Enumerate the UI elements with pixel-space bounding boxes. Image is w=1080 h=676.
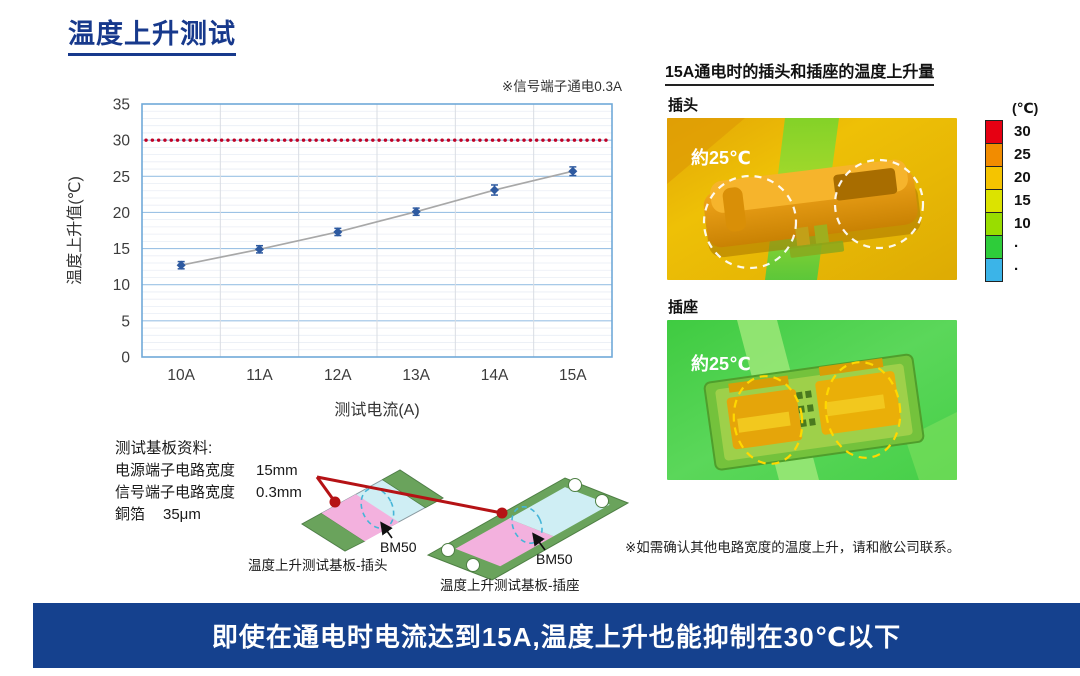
scale-label: 15 (1014, 192, 1031, 209)
y-tick-label: 10 (113, 277, 131, 294)
data-point-marker (489, 185, 500, 195)
x-axis-title: 测试电流(A) (334, 401, 419, 419)
socket-highlight-circle-right (824, 361, 902, 459)
plot-border (141, 103, 613, 358)
data-point-marker (568, 166, 578, 176)
scale-label: 20 (1014, 169, 1031, 186)
x-tick-label: 13A (402, 367, 430, 384)
scale-label: 25 (1014, 146, 1031, 163)
socket-board-connector-ellipse (511, 505, 543, 545)
y-tick-label: 5 (121, 313, 130, 330)
plug-image-label: 插头 (668, 97, 699, 114)
scale-label: 30 (1014, 123, 1031, 140)
y-tick-label: 25 (113, 169, 130, 186)
y-tick-label: 15 (113, 241, 130, 258)
chart-note: ※信号端子通电0.3A (502, 79, 622, 94)
trend-line (180, 170, 574, 267)
scale-segment (986, 144, 1002, 167)
plug-board-arrow (380, 521, 393, 539)
callout-lines (315, 475, 508, 519)
thermal-section-title: 15A通电时的插头和插座的温度上升量 (665, 58, 935, 86)
plug-thermal-image: 約25℃ (667, 118, 957, 280)
board-info-value: 35μm (163, 506, 201, 523)
board-info-label: 电源端子电路宽度 (115, 462, 236, 479)
socket-test-board: BM50 温度上升测试基板-插座 (426, 477, 630, 593)
plug-board-component-label: BM50 (380, 539, 417, 555)
socket-temperature-annotation: 約25℃ (691, 353, 751, 374)
board-info-row: 电源端子电路宽度 15mm (115, 460, 302, 482)
board-info-row: 信号端子电路宽度 0.3mm (115, 482, 302, 504)
conclusion-banner: 即使在通电时电流达到15A,温度上升也能抑制在30℃以下 (33, 603, 1080, 668)
y-axis-title: 温度上升值(℃) (66, 176, 84, 285)
socket-highlight-circle-left (732, 375, 804, 465)
plug-board-caption: 温度上升测试基板-插头 (248, 557, 388, 573)
plug-connector (703, 159, 921, 258)
scale-segment (986, 121, 1002, 144)
scale-segment (986, 259, 1002, 281)
y-tick-label: 30 (113, 133, 131, 150)
scale-segment (986, 213, 1002, 236)
contact-note: ※如需确认其他电路宽度的温度上升，请和敝公司联系。 (625, 540, 961, 555)
board-info-value: 0.3mm (256, 484, 302, 501)
scale-label: 10 (1014, 215, 1031, 232)
x-tick-label: 15A (559, 367, 587, 384)
x-tick-label: 11A (246, 367, 273, 384)
scale-tick-labels: 30 25 20 15 10 · · (1003, 120, 1031, 282)
x-tick-label: 12A (324, 367, 352, 384)
board-info-label: 銅箔 (115, 506, 146, 523)
plug-highlight-circle-left (702, 174, 798, 270)
plug-highlight-circle-right (833, 158, 925, 250)
socket-thermal-image: 約25℃ (667, 320, 957, 480)
y-tick-label: 20 (113, 205, 131, 222)
data-point-marker (411, 207, 421, 217)
test-boards-figure: BM50 温度上升测试基板-插头 BM50 温度上升测试基板-插座 (248, 469, 630, 593)
scale-label: · (1014, 261, 1019, 278)
y-tick-label: 35 (113, 97, 130, 114)
board-info-row: 銅箔 35μm (115, 504, 302, 526)
socket-board-arrow (532, 532, 546, 551)
board-info-value: 15mm (256, 462, 298, 479)
temperature-rise-chart: 0 5 10 15 20 25 30 35 10A 11A 12A 13A 14A 15A 测试电流(A) 温… (66, 79, 622, 419)
temperature-color-scale: (℃) 30 25 20 15 10 · · (985, 100, 1038, 282)
x-tick-label: 14A (481, 367, 509, 384)
scale-unit-label: (℃) (1012, 100, 1039, 116)
scale-segment (986, 236, 1002, 259)
socket-board-caption: 温度上升测试基板-插座 (440, 577, 580, 593)
plug-temperature-annotation: 約25℃ (691, 147, 751, 168)
scale-label: · (1014, 238, 1019, 255)
board-info-title: 测试基板资料: (115, 440, 213, 457)
socket-image-label: 插座 (668, 299, 699, 316)
scale-color-bar (985, 120, 1003, 282)
plug-test-board: BM50 温度上升测试基板-插头 (248, 469, 444, 573)
scale-segment (986, 190, 1002, 213)
x-tick-label: 10A (167, 367, 195, 384)
y-tick-label: 0 (121, 350, 130, 367)
page-title: 温度上升测试 (68, 12, 236, 56)
test-board-info: 测试基板资料: 电源端子电路宽度 15mm 信号端子电路宽度 0.3mm 銅箔 35μ… (115, 438, 302, 526)
socket-board-component-label: BM50 (536, 551, 573, 567)
scale-segment (986, 167, 1002, 190)
socket-connector (703, 353, 925, 471)
board-info-label: 信号端子电路宽度 (115, 484, 236, 501)
